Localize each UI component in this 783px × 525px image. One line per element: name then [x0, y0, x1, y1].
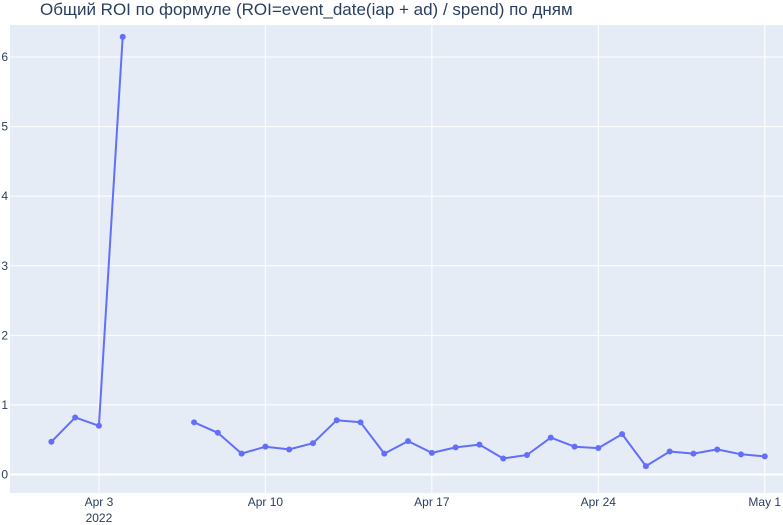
data-point[interactable] — [191, 419, 198, 426]
data-point[interactable] — [690, 450, 697, 457]
x-tick-label: May 1 — [748, 495, 781, 509]
data-point[interactable] — [238, 450, 245, 457]
x-tick-label: Apr 17 — [414, 495, 450, 509]
data-point[interactable] — [214, 429, 221, 436]
data-point[interactable] — [119, 33, 126, 40]
data-point[interactable] — [333, 417, 340, 424]
data-point[interactable] — [619, 431, 626, 438]
plot-background — [10, 25, 783, 493]
grid-lines — [10, 25, 783, 493]
x-axis-ticks: Apr 3 2022 Apr 10 Apr 17 Apr 24 May 1 — [85, 495, 782, 525]
data-point[interactable] — [571, 443, 578, 450]
data-point[interactable] — [357, 419, 364, 426]
x-tick-label: Apr 10 — [248, 495, 284, 509]
y-tick-label: 4 — [1, 189, 8, 203]
data-point[interactable] — [262, 443, 269, 450]
data-point[interactable] — [642, 463, 649, 470]
data-point[interactable] — [666, 448, 673, 455]
x-tick-sublabel: 2022 — [86, 511, 113, 525]
data-point[interactable] — [309, 440, 316, 447]
data-point[interactable] — [476, 441, 483, 448]
data-point[interactable] — [714, 446, 721, 453]
data-point[interactable] — [595, 445, 602, 452]
x-tick-label: Apr 24 — [581, 495, 617, 509]
data-point[interactable] — [286, 446, 293, 453]
data-point[interactable] — [452, 444, 459, 451]
y-tick-label: 0 — [1, 468, 8, 482]
y-tick-label: 5 — [1, 120, 8, 134]
data-point[interactable] — [95, 422, 102, 429]
y-axis-ticks: 0 1 2 3 4 5 6 — [1, 50, 8, 482]
x-tick-label: Apr 3 — [85, 495, 114, 509]
series-line — [50, 36, 124, 443]
y-tick-label: 3 — [1, 259, 8, 273]
chart-title: Общий ROI по формуле (ROI=event_date(iap… — [40, 0, 573, 19]
data-point[interactable] — [48, 438, 55, 445]
data-point[interactable] — [72, 414, 79, 421]
data-point[interactable] — [761, 453, 768, 460]
data-point[interactable] — [500, 455, 507, 462]
data-point[interactable] — [428, 449, 435, 456]
data-point[interactable] — [738, 451, 744, 458]
data-point[interactable] — [405, 438, 412, 445]
y-tick-label: 1 — [1, 398, 8, 412]
data-point[interactable] — [523, 452, 530, 459]
y-tick-label: 6 — [1, 50, 8, 64]
data-point[interactable] — [381, 450, 388, 457]
y-tick-label: 2 — [1, 328, 8, 342]
data-point[interactable] — [547, 434, 554, 441]
roi-series — [48, 33, 768, 470]
